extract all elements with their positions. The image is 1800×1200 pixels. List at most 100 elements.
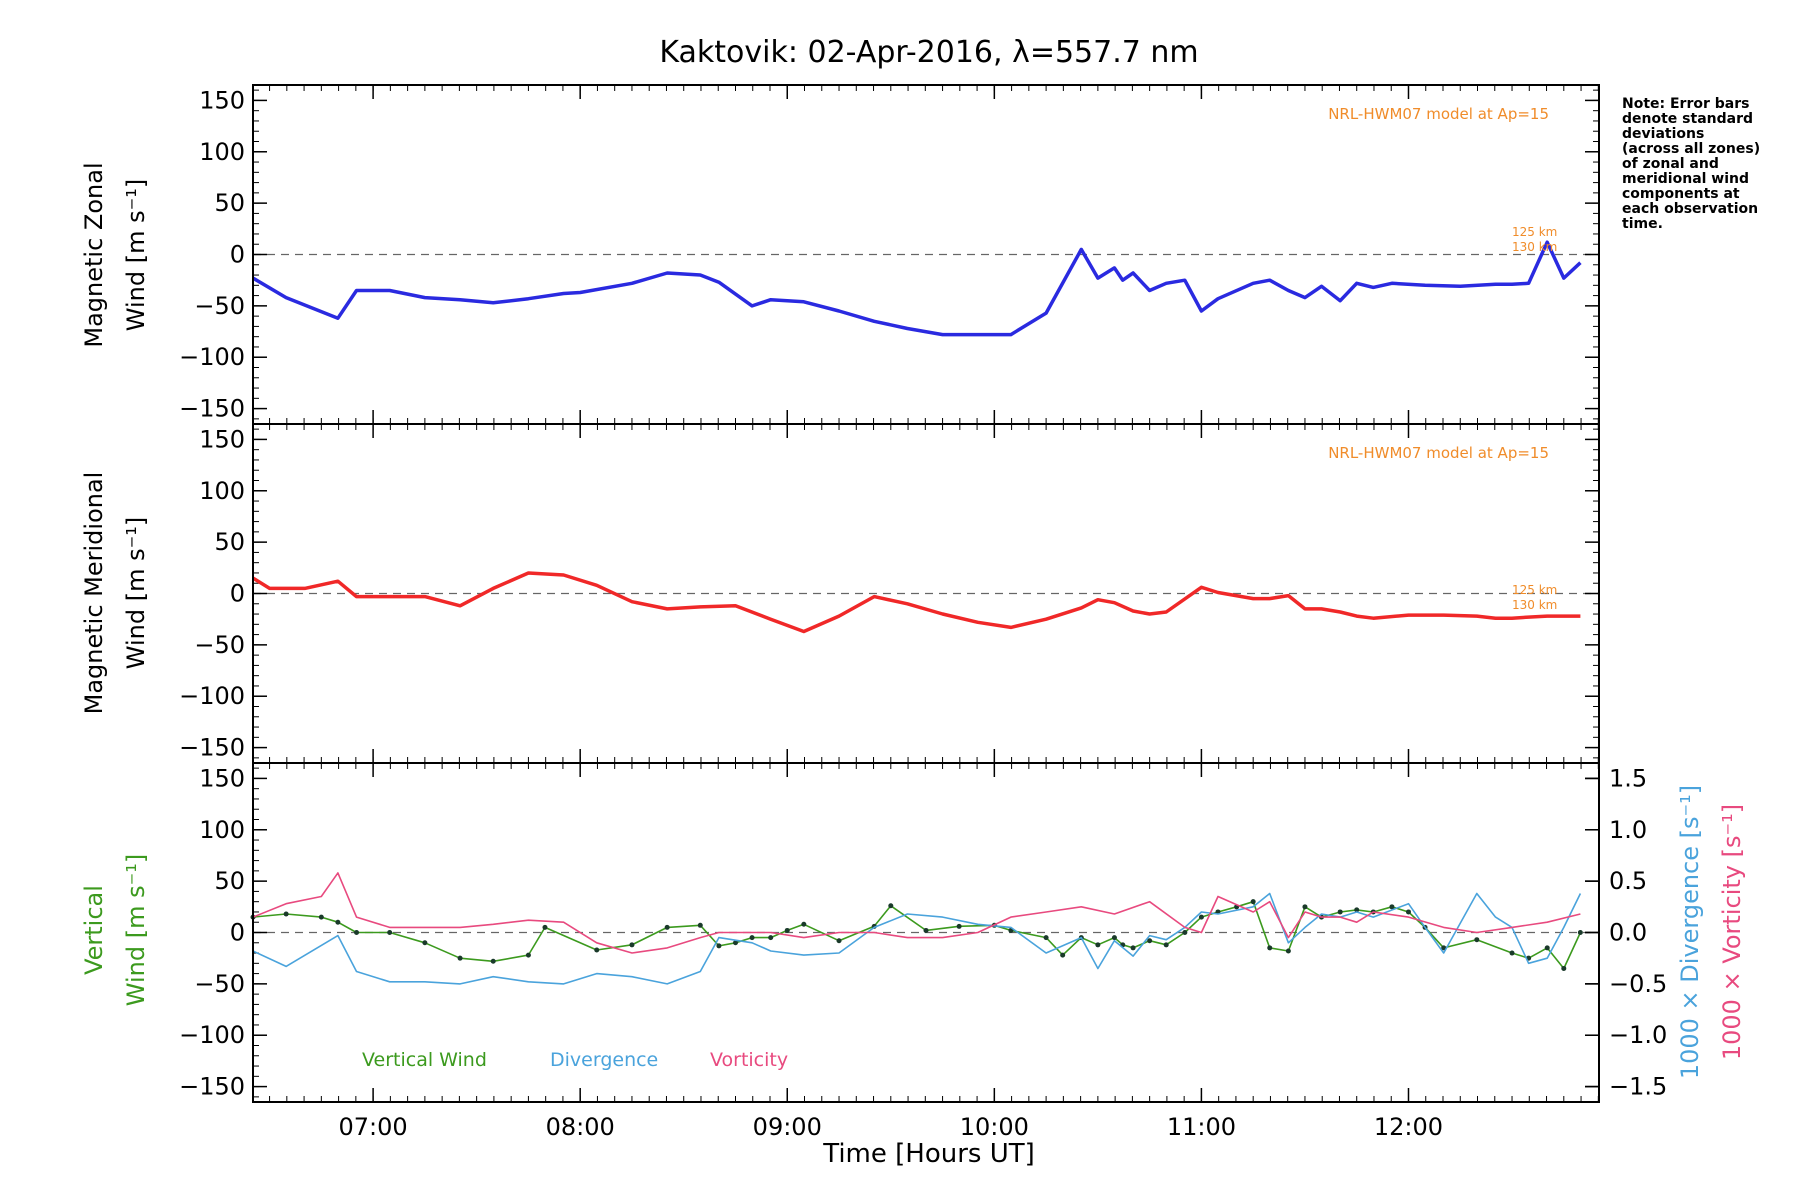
zonal-model-label: NRL-HWM07 model at Ap=15 [1328,105,1549,123]
note-line: meridional wind [1622,171,1749,187]
data-point [318,914,324,920]
data-point [923,927,929,933]
data-point [490,958,496,964]
y-tick-label: 50 [214,528,245,556]
zonal-wind-layer: −150 −100 −50 0 50 100 150 [179,85,1599,424]
data-point [525,952,531,958]
series-line [252,892,1582,985]
right-y-tick-label: 0.5 [1609,867,1647,895]
right-y-tick-label: 0.0 [1609,919,1647,947]
x-tick-label: 09:00 [753,1113,822,1141]
y-tick-label: −50 [194,631,245,659]
meridional-model-alt-130: 130 km [1512,598,1557,612]
data-point [1389,904,1395,910]
y-tick-label: 150 [199,764,245,792]
data-point [1405,909,1411,915]
data-point [1354,907,1360,913]
right-y-tick-label: −1.5 [1609,1073,1667,1101]
note-line: (across all zones) [1622,141,1760,157]
y-tick-label: −150 [179,395,245,423]
meridional-wind-layer: −150 −100 −50 0 50 100 150 [179,424,1599,763]
y-tick-label: 50 [214,189,245,217]
y-tick-label: −100 [179,1021,245,1049]
y-tick-label: −50 [194,970,245,998]
data-point [888,903,894,909]
y-tick-label: 100 [199,138,245,166]
meridional-wind-panel: −150 −100 −50 0 50 100 150 NRL-HWM07 model at … [80,423,1600,764]
data-point [836,938,842,944]
data-point [283,911,289,917]
divergence-axis-label: 1000 × Divergence [s⁻¹] [1676,785,1704,1079]
y-tick-label: −150 [179,734,245,762]
data-point [1474,937,1480,943]
meridional-model-alt-125: 125 km [1512,583,1557,597]
zonal-model-alt-130: 130 km [1512,240,1557,254]
data-point [629,942,635,948]
legend-divergence: Divergence [550,1049,658,1071]
vertical-ylabel-line2: Wind [m s⁻¹] [122,854,150,1006]
series-line [252,571,1581,634]
data-point [1337,909,1343,915]
data-point [768,935,774,941]
right-y-tick-label: −1.0 [1609,1021,1667,1049]
y-tick-label: 100 [199,477,245,505]
vertical-wind-frame [252,762,1600,1103]
zonal-ylabel-line1: Magnetic Zonal [80,162,108,347]
meridional-model-label: NRL-HWM07 model at Ap=15 [1328,444,1549,462]
x-tick-label: 08:00 [546,1113,615,1141]
vertical-ylabel-line1: Vertical [80,885,108,975]
y-tick-label: −100 [179,682,245,710]
data-point [1111,935,1117,941]
note-line: denote standard [1622,111,1753,127]
right-y-tick-label: 1.0 [1609,816,1647,844]
data-point [784,927,790,933]
vertical-wind-layer: −150 −100 −50 0 50 100 150 −1.5 −1.0 −0.5 0.0 0.5 1.… [179,763,1667,1141]
data-point [732,940,738,946]
note-line: time. [1622,216,1663,232]
y-tick-label: 0 [230,580,245,608]
data-point [801,921,807,927]
y-tick-label: 50 [214,867,245,895]
x-tick-label: 12:00 [1374,1113,1443,1141]
data-point [1267,945,1273,951]
zonal-model-alt-125: 125 km [1512,225,1557,239]
y-tick-label: 150 [199,425,245,453]
data-point [1060,952,1066,958]
note-line: Note: Error bars [1622,96,1749,112]
data-point [1285,948,1291,954]
y-tick-label: −50 [194,292,245,320]
x-tick-label: 10:00 [960,1113,1029,1141]
data-point [697,922,703,928]
data-point [1147,938,1153,944]
legend-vertical-wind: Vertical Wind [362,1049,487,1071]
data-point [1198,914,1204,920]
y-tick-label: 0 [230,241,245,269]
data-point [1509,950,1515,956]
data-point [1095,942,1101,948]
y-tick-label: 100 [199,816,245,844]
y-tick-label: 150 [199,86,245,114]
data-point [335,919,341,925]
vertical-wind-panel: −150 −100 −50 0 50 100 150 −1.5 −1.0 −0.5 0.0 0.5 1.… [80,762,1746,1169]
note-line: components at [1622,186,1740,202]
data-point [1561,965,1567,971]
y-tick-label: −150 [179,1073,245,1101]
data-point [422,940,428,946]
data-point [1130,945,1136,951]
x-tick-label: 11:00 [1167,1113,1236,1141]
data-point [354,930,360,935]
data-point [956,923,962,929]
data-point [1182,930,1188,935]
x-tick-label: 07:00 [339,1113,408,1141]
data-point [1544,945,1550,951]
data-point [1043,935,1049,941]
right-y-tick-label: 1.5 [1609,764,1647,792]
note-line: of zonal and [1622,156,1719,172]
y-tick-label: −100 [179,343,245,371]
data-point [594,947,600,953]
x-axis-label: Time [Hours UT] [822,1139,1035,1169]
data-point [1577,930,1583,935]
data-point [1302,904,1308,910]
data-point [387,930,393,935]
